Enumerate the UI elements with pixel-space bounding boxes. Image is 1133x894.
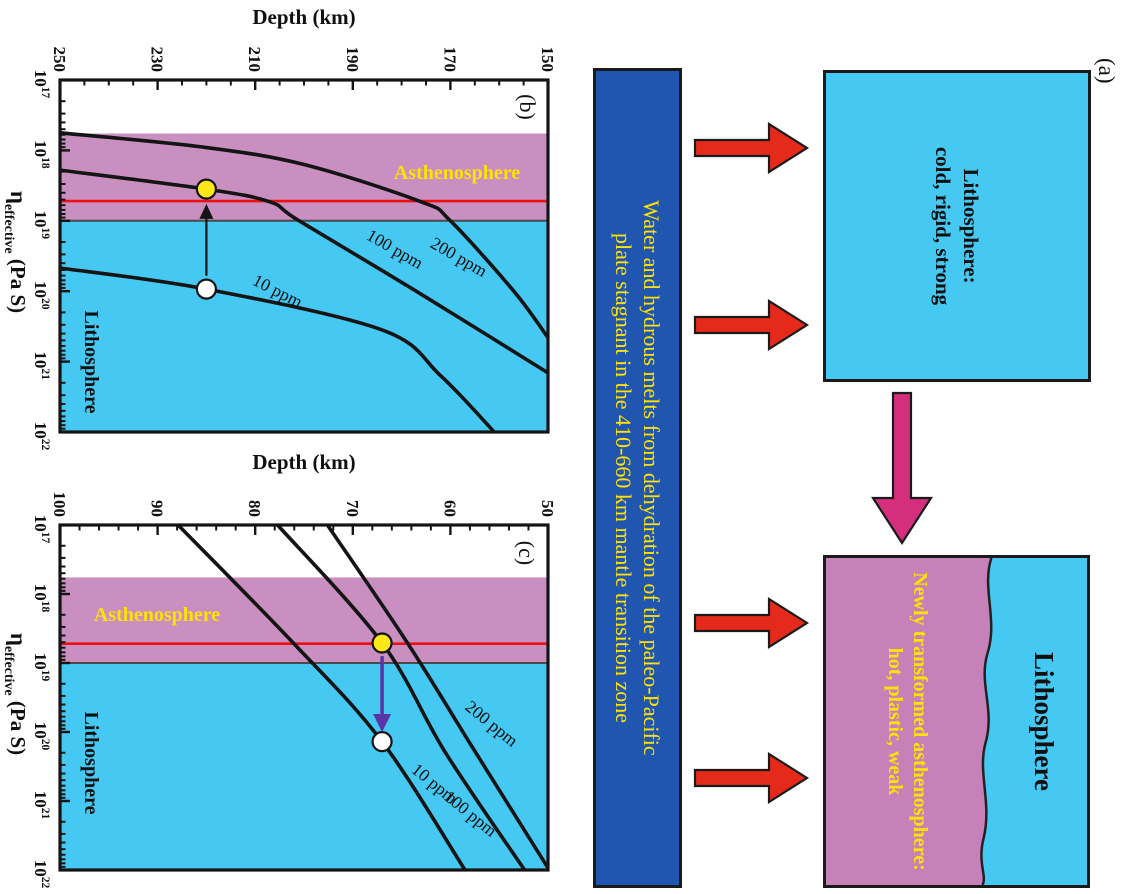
svg-text:1020: 1020: [31, 722, 51, 751]
svg-text:190: 190: [343, 47, 362, 73]
asthenosphere-label: Asthenosphere: [394, 162, 520, 184]
svg-text:1017: 1017: [31, 70, 51, 99]
viscosity-depth-charts: 1501701902102302501017101810191020102110…: [1, 5, 557, 889]
pink-arrow: [870, 391, 934, 546]
svg-text:250: 250: [50, 47, 69, 73]
marker-yellow: [371, 632, 393, 654]
red-arrow: [693, 597, 810, 649]
svg-text:70: 70: [343, 500, 362, 517]
svg-text:90: 90: [148, 500, 167, 517]
svg-text:80: 80: [245, 500, 264, 517]
svg-text:1021: 1021: [31, 351, 51, 380]
black-shift-arrow: [199, 203, 214, 219]
svg-text:210: 210: [245, 47, 264, 73]
curve-200-ppm: [59, 131, 550, 339]
asthenosphere-label: Asthenosphere: [94, 604, 220, 626]
viscosity-axis-title: ηeffective (Pa S): [1, 191, 31, 313]
svg-text:60: 60: [440, 500, 459, 517]
lithosphere-zone: [60, 663, 548, 870]
marker-white: [371, 731, 393, 753]
svg-text:1018: 1018: [31, 140, 51, 169]
red-arrow: [693, 299, 810, 351]
svg-text:1022: 1022: [31, 422, 51, 451]
red-arrow: [693, 122, 810, 174]
flow-arrows: [693, 122, 934, 804]
panel-letter: (c): [514, 541, 539, 565]
curve-100-ppm: [276, 523, 527, 872]
svg-text:100: 100: [50, 492, 69, 518]
asthenosphere-band: [60, 133, 548, 221]
marker-white: [195, 278, 218, 300]
viscosity-axis-title: ηeffective (Pa S): [1, 633, 31, 755]
red-arrow: [693, 752, 810, 804]
panel-letter: (b): [515, 94, 540, 120]
svg-text:1021: 1021: [31, 791, 51, 820]
svg-text:170: 170: [440, 47, 459, 73]
lithosphere-zone: [60, 220, 548, 432]
marker-yellow: [195, 178, 218, 200]
svg-text:1020: 1020: [31, 281, 51, 310]
svg-text:1018: 1018: [31, 584, 51, 613]
svg-text:150: 150: [538, 47, 557, 73]
purple-shift-arrow: [373, 714, 392, 732]
lithosphere-label: Lithosphere: [80, 311, 102, 414]
curve-200-ppm: [325, 523, 550, 869]
svg-text:50: 50: [538, 500, 557, 517]
svg-text:1019: 1019: [31, 211, 51, 240]
svg-text:1022: 1022: [31, 860, 51, 889]
asthenosphere-band: [60, 577, 548, 663]
panel-c-plot: 506070809010010171018101910201021102210 …: [1, 450, 557, 889]
wavy-boundary-graphic: [826, 558, 1087, 885]
depth-axis-title: Depth (km): [252, 450, 355, 474]
curve-10-ppm: [176, 523, 467, 871]
svg-text:1019: 1019: [31, 653, 51, 682]
lithosphere-label: Lithosphere: [80, 712, 102, 815]
svg-text:1017: 1017: [31, 515, 51, 544]
depth-axis-title: Depth (km): [252, 5, 355, 29]
curve-100-ppm: [59, 168, 549, 375]
transformed-asthenosphere-box: Lithosphere Newly transformed asthenosph…: [823, 555, 1090, 888]
curve-10-ppm: [59, 266, 496, 434]
svg-text:230: 230: [148, 47, 167, 73]
